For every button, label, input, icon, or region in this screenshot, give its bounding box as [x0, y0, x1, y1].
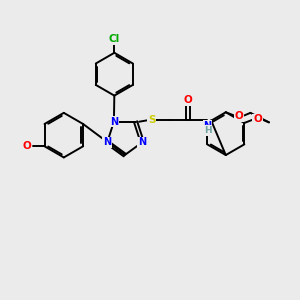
Text: N: N — [103, 137, 111, 147]
Text: Cl: Cl — [109, 34, 120, 44]
Text: H: H — [204, 126, 211, 135]
Text: O: O — [184, 95, 193, 105]
Text: O: O — [22, 141, 31, 151]
Text: N: N — [138, 137, 146, 147]
Text: O: O — [253, 114, 262, 124]
Text: N: N — [203, 121, 211, 130]
Text: N: N — [110, 117, 118, 127]
Text: O: O — [235, 111, 244, 121]
Text: S: S — [148, 115, 156, 125]
